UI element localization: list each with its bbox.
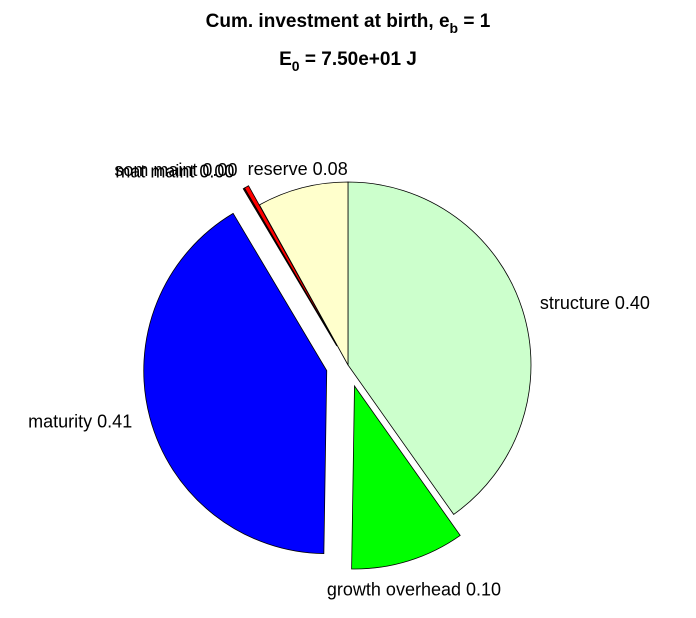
slice-name: structure xyxy=(540,293,610,313)
pie-slice xyxy=(243,185,338,347)
slice-name: reserve xyxy=(248,159,308,179)
pie-slice xyxy=(258,181,349,366)
slice-value: 0.00 xyxy=(199,161,234,181)
slice-value: 0.41 xyxy=(97,411,132,431)
slice-value: 0.10 xyxy=(466,579,501,599)
slice-label: structure 0.40 xyxy=(540,293,650,313)
slice-value: 0.40 xyxy=(615,293,650,313)
subtitle-part: = 7.50e+01 J xyxy=(300,49,417,70)
pie-slice xyxy=(143,212,328,555)
title-part: Cum. investment at birth, e xyxy=(206,11,450,32)
pie-slice xyxy=(351,384,461,570)
title-part: = 1 xyxy=(458,11,491,32)
subtitle-part: E xyxy=(279,49,292,70)
slice-name: mat maint xyxy=(115,161,194,181)
slice-name: som maint xyxy=(114,160,197,180)
title-part: b xyxy=(450,20,459,36)
chart-title: Cum. investment at birth, eb = 1 xyxy=(206,11,491,36)
slice-label: reserve 0.08 xyxy=(248,159,348,179)
slice-name: growth overhead xyxy=(327,579,461,599)
slice-label: som maint 0.00 xyxy=(114,160,237,180)
chart-subtitle: E0 = 7.50e+01 J xyxy=(279,49,417,74)
slice-label: mat maint 0.00 xyxy=(115,161,234,181)
slice-name: maturity xyxy=(28,411,92,431)
slice-label: maturity 0.41 xyxy=(28,411,132,431)
slice-value: 0.00 xyxy=(202,160,237,180)
subtitle-part: 0 xyxy=(292,58,300,74)
slice-label: growth overhead 0.10 xyxy=(327,579,501,599)
slice-value: 0.08 xyxy=(313,159,348,179)
pie-slice xyxy=(347,181,532,515)
